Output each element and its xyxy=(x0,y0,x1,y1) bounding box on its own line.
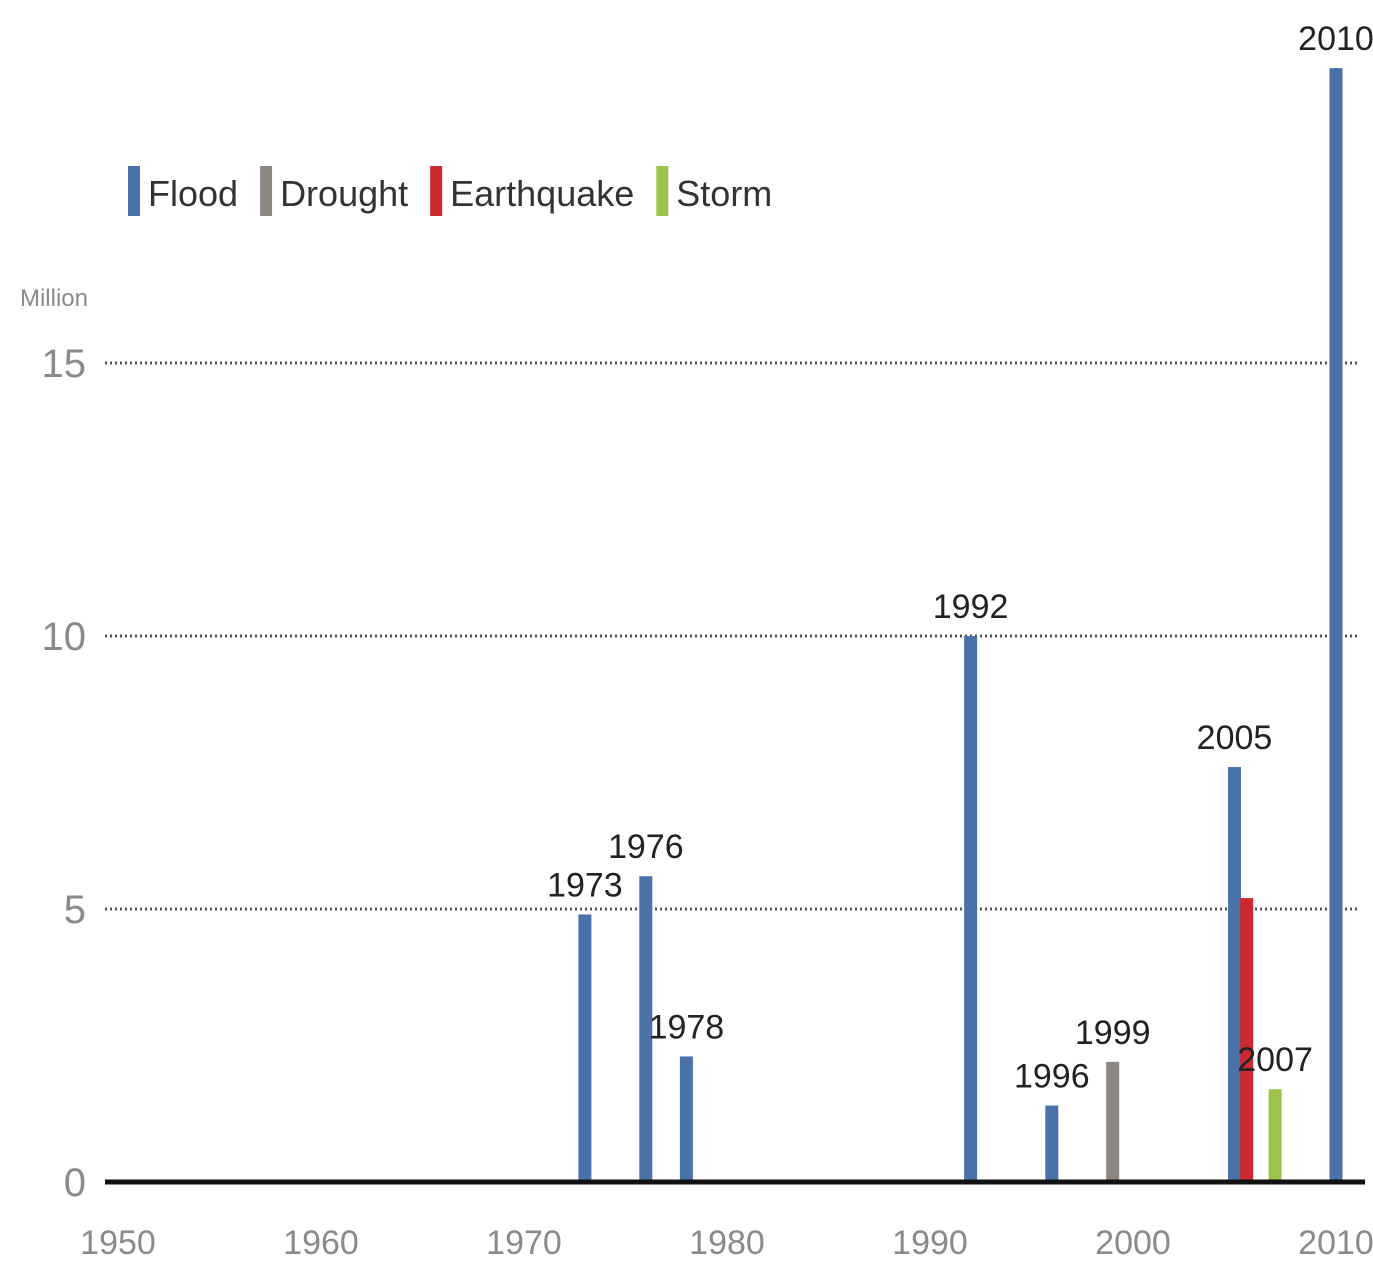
bar-1976 xyxy=(639,876,653,1182)
legend-label-earthquake: Earthquake xyxy=(450,173,634,214)
x-tick-label-1960: 1960 xyxy=(283,1224,359,1262)
bar-2007 xyxy=(1268,1089,1282,1182)
x-tick-label-2000: 2000 xyxy=(1095,1224,1171,1262)
x-axis-ticks: 1950 1960 1970 1980 1990 2000 2010 xyxy=(80,1224,1373,1262)
gridlines xyxy=(105,361,1360,911)
data-label-2007: 2007 xyxy=(1237,1041,1313,1079)
data-label-2010: 2010 xyxy=(1298,20,1373,58)
bar-earthquake-7 xyxy=(1240,898,1254,1182)
y-axis-unit-label: Million xyxy=(20,285,88,312)
bar-1996 xyxy=(1045,1105,1059,1182)
x-tick-label-1970: 1970 xyxy=(486,1224,562,1262)
data-label-1992: 1992 xyxy=(933,588,1009,626)
data-label-2005: 2005 xyxy=(1197,719,1273,757)
legend-label-drought: Drought xyxy=(280,173,408,214)
data-label-1996: 1996 xyxy=(1014,1058,1090,1096)
x-tick-label-1950: 1950 xyxy=(80,1224,156,1262)
y-tick-label-0: 0 xyxy=(64,1161,86,1205)
bar-1999 xyxy=(1106,1061,1120,1182)
bar-2005 xyxy=(1228,767,1241,1182)
legend-swatch-drought xyxy=(260,166,273,216)
y-tick-label-15: 15 xyxy=(42,342,87,386)
x-tick-label-1980: 1980 xyxy=(689,1224,765,1262)
y-tick-label-5: 5 xyxy=(64,888,86,932)
x-tick-label-2010: 2010 xyxy=(1298,1224,1373,1262)
legend-swatch-flood xyxy=(128,166,140,216)
bar-1973 xyxy=(578,914,592,1182)
data-label-1973: 1973 xyxy=(547,866,623,904)
y-axis-ticks: 0 5 10 15 xyxy=(42,342,87,1205)
bars xyxy=(578,68,1343,1182)
legend: Flood Drought Earthquake Storm xyxy=(128,166,772,216)
data-label-1999: 1999 xyxy=(1075,1014,1151,1052)
x-tick-label-1990: 1990 xyxy=(892,1224,968,1262)
legend-swatch-earthquake xyxy=(430,166,443,216)
legend-label-storm: Storm xyxy=(676,173,772,214)
data-label-1978: 1978 xyxy=(649,1008,725,1046)
bar-1992 xyxy=(964,636,978,1182)
data-label-1976: 1976 xyxy=(608,828,684,866)
y-tick-label-10: 10 xyxy=(42,615,87,659)
legend-swatch-storm xyxy=(656,166,669,216)
bar-1978 xyxy=(679,1056,693,1182)
legend-label-flood: Flood xyxy=(148,173,238,214)
bar-2010 xyxy=(1329,68,1343,1182)
